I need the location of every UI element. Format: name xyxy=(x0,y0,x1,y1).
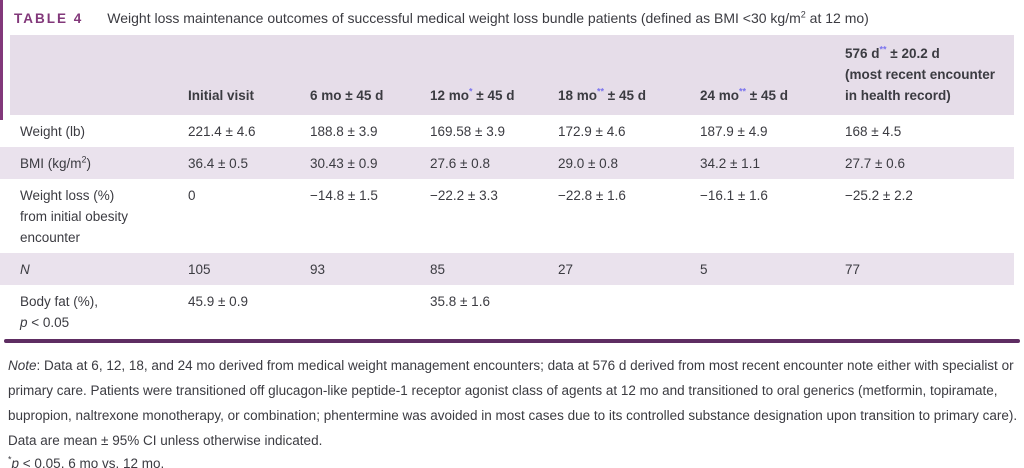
text-segment: in health record) xyxy=(845,88,951,103)
text-segment: Weight loss maintenance outcomes of succ… xyxy=(107,10,801,26)
row-label: N xyxy=(0,253,188,285)
table-cell: 85 xyxy=(430,253,558,285)
row-label: Weight loss (%) from initial obesity encou… xyxy=(0,179,188,253)
row-label: Weight (lb) xyxy=(0,115,188,147)
outcomes-table: Initial visit 6 mo ± 45 d 12 mo* ± 45 d 18 … xyxy=(0,35,1014,338)
text-segment: 18 mo xyxy=(558,88,598,103)
row-label: Body fat (%), p < 0.05 xyxy=(0,285,188,338)
table-row: Body fat (%), p < 0.05 45.9 ± 0.9 35.8 ± 1.… xyxy=(0,285,1014,338)
superscript-marker: * xyxy=(469,86,473,97)
table-cell: 34.2 ± 1.1 xyxy=(700,147,845,179)
text-segment: p xyxy=(11,456,20,468)
text-segment: BMI (kg/m xyxy=(20,156,82,171)
superscript-marker: ** xyxy=(879,44,887,55)
header-cell: 576 d** ± 20.2 d (most recent encounter in… xyxy=(845,35,1014,115)
table-cell: −25.2 ± 2.2 xyxy=(845,188,913,203)
table-body: Weight (lb) 221.4 ± 4.6 188.8 ± 3.9 169.58 … xyxy=(0,115,1014,338)
header-cell: 18 mo** ± 45 d xyxy=(558,35,700,115)
table-cell: 187.9 ± 4.9 xyxy=(700,124,768,139)
text-segment: Initial visit xyxy=(188,88,255,103)
page-edge-decoration xyxy=(0,0,3,120)
header-cell: 12 mo* ± 45 d xyxy=(430,35,558,115)
text-segment: (most recent encounter xyxy=(845,67,996,82)
table-cell: 77 xyxy=(845,253,1014,285)
table-note: Note: Data at 6, 12, 18, and 24 mo deriv… xyxy=(0,343,1024,453)
table-cell xyxy=(310,285,430,338)
text-segment: ± 45 d xyxy=(604,88,646,103)
text-segment: ) xyxy=(86,156,92,171)
table-cell: 5 xyxy=(700,253,845,285)
text-segment: from initial obesity xyxy=(20,209,129,224)
table-cell: 105 xyxy=(188,253,310,285)
header-cell: 6 mo ± 45 d xyxy=(310,35,430,115)
table-cell: 45.9 ± 0.9 xyxy=(188,294,248,309)
text-segment: 24 mo xyxy=(700,88,740,103)
table-cell: 36.4 ± 0.5 xyxy=(188,147,310,179)
table-cell: 35.8 ± 1.6 xyxy=(430,294,490,309)
text-segment: Weight (lb) xyxy=(20,124,86,139)
table-cell: 27.7 ± 0.6 xyxy=(845,147,1014,179)
table-cell: 188.8 ± 3.9 xyxy=(310,124,378,139)
superscript-marker: 2 xyxy=(81,154,87,165)
superscript-marker: ** xyxy=(739,86,747,97)
text-segment: p xyxy=(20,315,28,330)
header-row: Initial visit 6 mo ± 45 d 12 mo* ± 45 d 18 … xyxy=(0,35,1014,115)
header-cell-empty xyxy=(0,35,188,115)
table-cell: 168 ± 4.5 xyxy=(845,124,902,139)
table-number-label: TABLE 4 xyxy=(14,11,84,26)
text-segment: Body fat (%), xyxy=(20,294,99,309)
table-cell: −16.1 ± 1.6 xyxy=(700,188,768,203)
table-row: BMI (kg/m2) 36.4 ± 0.5 30.43 ± 0.9 27.6 ± 0… xyxy=(0,147,1014,179)
text-segment: ± 45 d xyxy=(746,88,788,103)
row-label: BMI (kg/m2) xyxy=(0,147,188,179)
table-row: Weight loss (%) from initial obesity encou… xyxy=(0,179,1014,253)
table-cell xyxy=(700,285,845,338)
text-segment: N xyxy=(20,262,30,277)
table-cell: 169.58 ± 3.9 xyxy=(430,124,505,139)
text-segment: Weight loss (%) xyxy=(20,188,115,203)
table-row: Weight (lb) 221.4 ± 4.6 188.8 ± 3.9 169.58 … xyxy=(0,115,1014,147)
table-cell xyxy=(558,285,700,338)
superscript-marker: 2 xyxy=(800,9,806,20)
text-segment: ± 45 d xyxy=(472,88,515,103)
table-cell: 221.4 ± 4.6 xyxy=(188,124,256,139)
table-cell: −14.8 ± 1.5 xyxy=(310,188,378,203)
table-cell: 0 xyxy=(188,188,196,203)
table-caption: TABLE 4 Weight loss maintenance outcomes… xyxy=(0,0,1024,35)
text-segment: < 0.05, 6 mo vs. 12 mo. xyxy=(19,456,165,468)
table-cell: 30.43 ± 0.9 xyxy=(310,147,430,179)
table-row: N 105 93 85 27 5 77 xyxy=(0,253,1014,285)
table-cell: 172.9 ± 4.6 xyxy=(558,124,626,139)
superscript-marker: * xyxy=(8,454,12,465)
text-segment: at 12 mo) xyxy=(805,10,869,26)
table-bottom-rule xyxy=(4,339,1020,343)
text-segment: < 0.05 xyxy=(27,315,70,330)
header-cell: Initial visit xyxy=(188,35,310,115)
text-segment: Note xyxy=(8,358,37,373)
table-cell xyxy=(845,285,1014,338)
table-cell: −22.8 ± 1.6 xyxy=(558,188,626,203)
text-segment: 6 mo ± 45 d xyxy=(310,88,384,103)
text-segment: 12 mo xyxy=(430,88,470,103)
text-segment: encounter xyxy=(20,230,81,245)
table-cell: 93 xyxy=(310,253,430,285)
footnote-single-asterisk: *p < 0.05, 6 mo vs. 12 mo. xyxy=(0,453,1024,468)
header-cell: 24 mo** ± 45 d xyxy=(700,35,845,115)
table-cell: 27 xyxy=(558,253,700,285)
table-caption-text: Weight loss maintenance outcomes of succ… xyxy=(107,10,869,26)
superscript-marker: ** xyxy=(597,86,605,97)
table-cell: 29.0 ± 0.8 xyxy=(558,147,700,179)
text-segment: ± 20.2 d xyxy=(886,46,940,61)
table-cell: 27.6 ± 0.8 xyxy=(430,147,558,179)
table-cell: −22.2 ± 3.3 xyxy=(430,188,498,203)
text-segment: : Data at 6, 12, 18, and 24 mo derived f… xyxy=(8,358,1018,448)
text-segment: 576 d xyxy=(845,46,880,61)
